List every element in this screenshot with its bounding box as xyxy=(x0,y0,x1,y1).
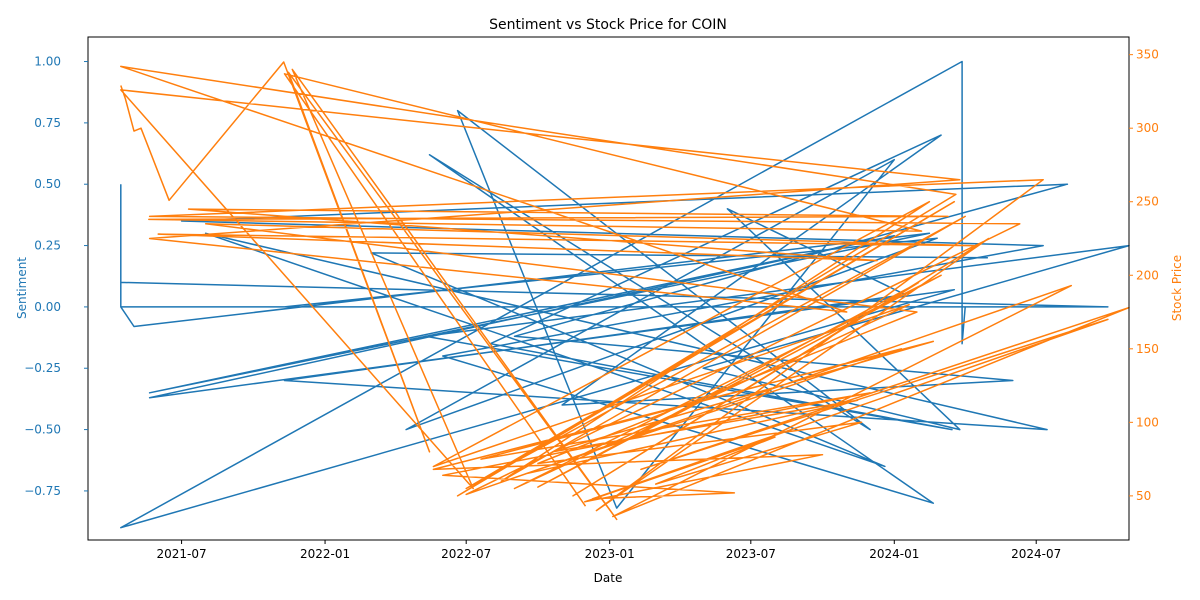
left-y-axis-title: Sentiment xyxy=(15,257,29,319)
x-tick-label: 2023-01 xyxy=(585,547,635,561)
right-y-tick-label: 50 xyxy=(1136,489,1151,503)
left-y-tick-label: −0.50 xyxy=(24,423,61,437)
right-y-tick-label: 200 xyxy=(1136,268,1159,282)
right-y-tick-label: 150 xyxy=(1136,342,1159,356)
right-y-axis-title: Stock Price xyxy=(1170,255,1184,321)
x-axis-ticks: 2021-07 2022-01 2022-07 2023-01 2023-07 2024-… xyxy=(157,540,1061,561)
x-axis-title: Date xyxy=(594,571,623,585)
left-y-tick-label: 0.00 xyxy=(34,300,61,314)
left-y-tick-label: 1.00 xyxy=(34,55,61,69)
x-tick-label: 2023-07 xyxy=(726,547,776,561)
chart-title: Sentiment vs Stock Price for COIN xyxy=(489,17,727,33)
x-tick-label: 2022-01 xyxy=(300,547,350,561)
right-y-tick-label: 300 xyxy=(1136,121,1159,135)
right-y-tick-label: 250 xyxy=(1136,195,1159,209)
x-tick-label: 2024-01 xyxy=(869,547,919,561)
series-layer xyxy=(120,60,1130,529)
left-y-tick-label: 0.75 xyxy=(34,116,61,130)
plot-frame xyxy=(87,36,1130,541)
x-tick-label: 2021-07 xyxy=(157,547,207,561)
x-tick-label: 2024-07 xyxy=(1011,547,1061,561)
right-y-tick-label: 350 xyxy=(1136,48,1159,62)
sentiment-series-line xyxy=(120,60,1130,529)
right-y-tick-label: 100 xyxy=(1136,415,1159,429)
stock-price-series-line xyxy=(120,61,1130,521)
right-y-axis-ticks: 50 100 150 200 250 300 350 xyxy=(1129,48,1159,503)
left-y-tick-label: 0.50 xyxy=(34,177,61,191)
left-y-tick-label: −0.25 xyxy=(24,361,61,375)
left-y-tick-label: −0.75 xyxy=(24,484,61,498)
left-y-axis-ticks: −0.75 −0.50 −0.25 0.00 0.25 0.50 0.75 1.00 xyxy=(24,55,88,498)
left-y-tick-label: 0.25 xyxy=(34,239,61,253)
x-tick-label: 2022-07 xyxy=(441,547,491,561)
